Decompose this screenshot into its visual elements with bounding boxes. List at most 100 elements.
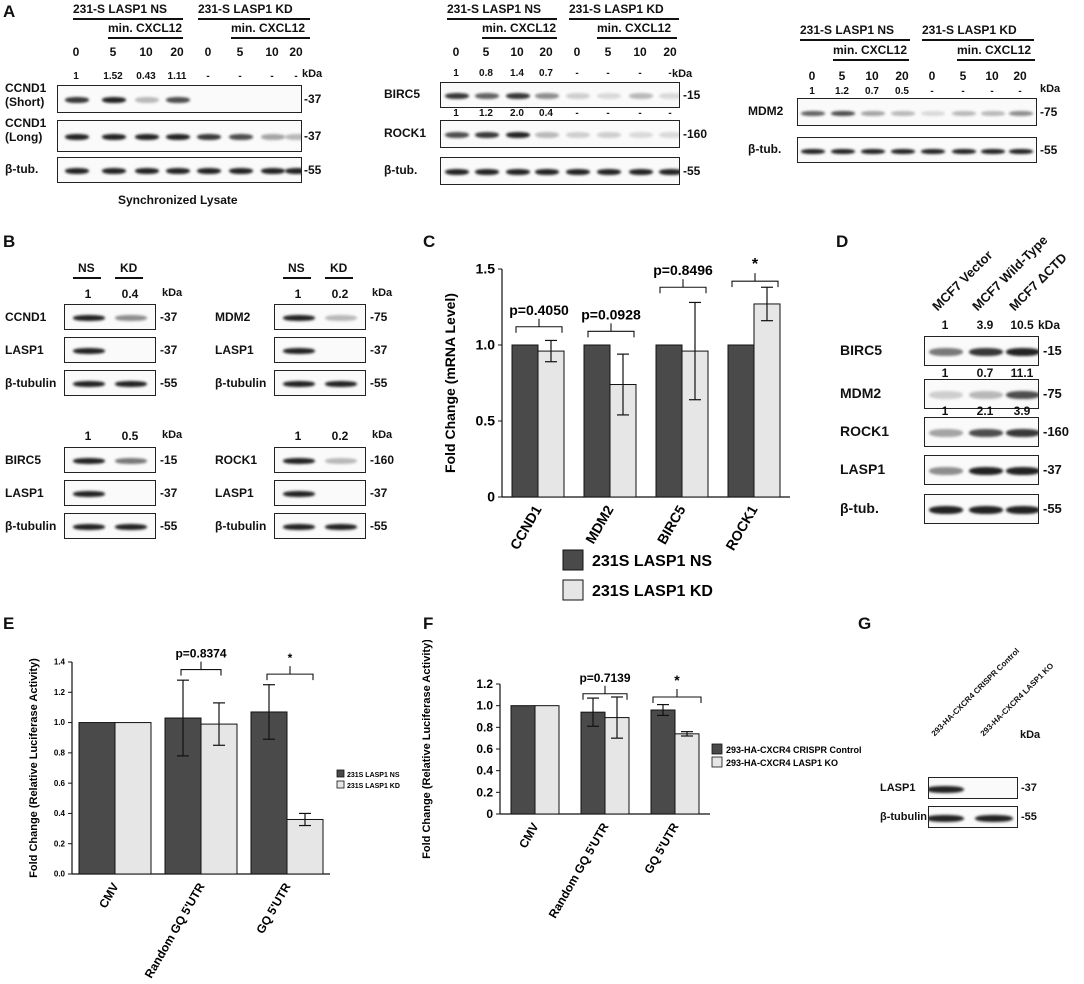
legend-swatch [562, 549, 584, 571]
quant-value: 1.4 [510, 68, 524, 79]
x-tick-label: BIRC5 [654, 502, 689, 547]
protein-band [475, 169, 499, 175]
time-point: 20 [539, 45, 553, 59]
time-point: 0 [72, 45, 80, 59]
size-marker: -55 [1021, 811, 1037, 823]
y-tick-label: 0.6 [54, 779, 66, 788]
size-marker: -55 [683, 164, 701, 178]
x-tick-label: CCND1 [507, 502, 545, 552]
kd-label: KD [330, 261, 348, 275]
protein-band [535, 169, 559, 175]
protein-band [969, 467, 1003, 475]
quant-value: 11.1 [1010, 366, 1034, 380]
protein-band [283, 458, 315, 464]
y-tick-label: 0.2 [54, 839, 66, 848]
protein-band [929, 348, 963, 356]
row-label: CCND1 [5, 81, 47, 95]
protein-band [1009, 110, 1033, 116]
quant-value: 1 [809, 86, 815, 97]
kda-label: kDa [372, 287, 393, 299]
row-label: β-tub. [5, 162, 39, 176]
row-label: LASP1 [840, 461, 886, 477]
size-marker: -55 [1043, 501, 1062, 516]
size-marker: -37 [1021, 782, 1037, 794]
quant-value: - [238, 71, 242, 82]
y-axis-label: Fold Change (mRNA Level) [442, 293, 458, 473]
quant-value: 0.8 [479, 68, 493, 79]
protein-band [73, 381, 105, 387]
blot-strip [57, 157, 302, 183]
protein-band [283, 348, 315, 354]
legend-swatch [562, 579, 584, 601]
size-marker: -75 [1040, 105, 1058, 119]
protein-band [65, 134, 89, 140]
chart-f: 0 0.2 0.4 0.6 0.8 1.0 1.2 Fold Change (Relative… [421, 640, 862, 921]
row-label: (Short) [5, 95, 45, 109]
blot-strip [924, 336, 1039, 366]
protein-band [65, 168, 89, 174]
quant-value: - [961, 86, 965, 97]
quant-value: 3.9 [1013, 404, 1031, 418]
protein-band [506, 132, 530, 138]
row-label: LASP1 [880, 782, 916, 794]
time-point: 5 [838, 69, 846, 83]
panel-e-letter: E [3, 614, 15, 633]
blot-strip [57, 120, 302, 152]
panel-a-letter: A [3, 2, 16, 21]
quant-value: 0.2 [331, 287, 349, 301]
protein-band [981, 148, 1005, 154]
blot-strip [924, 455, 1039, 485]
protein-band [445, 93, 469, 99]
y-tick-label: 0.8 [476, 720, 493, 734]
kd-label: KD [120, 261, 138, 275]
time-point: 10 [985, 69, 999, 83]
protein-band [929, 391, 963, 399]
size-marker: -55 [370, 519, 388, 533]
lane-label: 293-HA-CXCR4 CRISPR Control [929, 646, 1022, 738]
protein-band [566, 169, 590, 175]
protein-band [981, 110, 1005, 116]
protein-band [1006, 467, 1038, 475]
protein-band [73, 458, 105, 464]
protein-band [597, 132, 621, 138]
row-label: MDM2 [840, 385, 882, 401]
bar [286, 818, 324, 875]
protein-band [831, 110, 855, 116]
row-label: CCND1 [5, 116, 47, 130]
protein-band [475, 93, 499, 99]
protein-band [115, 458, 147, 464]
kda-label: kDa [162, 429, 183, 441]
ns-label: NS [78, 261, 95, 275]
legend-label: 231S LASP1 KD [347, 783, 400, 790]
significance-bracket [587, 330, 635, 338]
p-value-label: p=0.8374 [175, 647, 226, 661]
quant-value: - [1018, 86, 1022, 97]
size-marker: -37 [370, 486, 388, 500]
time-point: 10 [510, 45, 524, 59]
quant-value: 1.2 [479, 108, 493, 119]
row-label: BIRC5 [5, 453, 42, 467]
legend-swatch [711, 743, 723, 755]
blot-strip [928, 806, 1018, 828]
protein-band [115, 315, 147, 321]
protein-band [285, 168, 301, 174]
quant-value: - [930, 86, 934, 97]
bar [583, 344, 611, 498]
protein-band [921, 110, 945, 116]
protein-band [566, 93, 590, 99]
protein-band [659, 169, 679, 175]
protein-band [1006, 429, 1038, 437]
treatment-label: min. CXCL12 [108, 21, 183, 35]
kda-label: kDa [1020, 729, 1041, 741]
quant-value: - [206, 71, 210, 82]
bar [510, 705, 536, 815]
blot-strip [64, 304, 156, 330]
p-value-label: * [752, 256, 759, 273]
protein-band [597, 93, 621, 99]
protein-band [325, 458, 357, 464]
protein-band [102, 168, 126, 174]
treatment-label: min. CXCL12 [231, 21, 306, 35]
protein-band [166, 168, 190, 174]
blot-strip [57, 85, 302, 113]
protein-band [921, 148, 945, 154]
